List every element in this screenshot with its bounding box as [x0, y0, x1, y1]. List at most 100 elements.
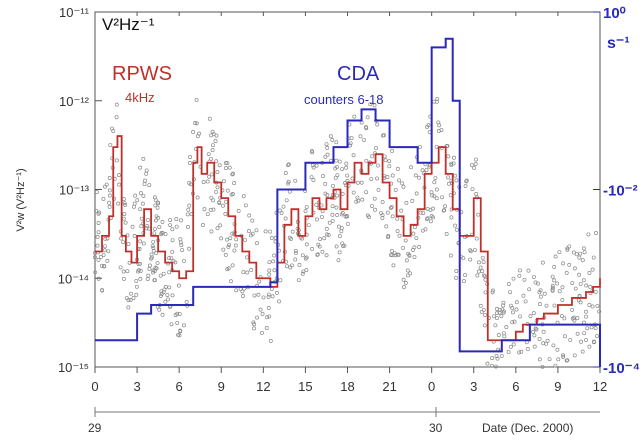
scatter-point: [577, 255, 582, 260]
scatter-point: [143, 178, 147, 183]
scatter-point: [474, 192, 479, 196]
scatter-point: [290, 229, 295, 234]
x-tick-label: 3: [133, 379, 140, 394]
scatter-point: [230, 263, 235, 268]
scatter-point: [593, 326, 598, 331]
scatter-point: [396, 252, 401, 257]
scatter-point: [131, 296, 136, 301]
scatter-point: [98, 254, 103, 259]
scatter-point: [162, 287, 167, 292]
scatter-point: [463, 273, 468, 278]
scatter-point: [552, 278, 557, 283]
scatter-point: [403, 238, 408, 243]
y-tick-label: 10⁻¹⁵: [58, 360, 89, 375]
scatter-point: [278, 278, 283, 283]
scatter-point: [330, 137, 335, 142]
scatter-point: [420, 228, 425, 233]
scatter-point: [374, 146, 378, 151]
scatter-point: [225, 161, 230, 165]
scatter-point: [139, 224, 144, 229]
scatter-point: [151, 239, 156, 244]
scatter-point: [96, 276, 101, 281]
scatter-point: [390, 253, 395, 258]
scatter-point: [521, 293, 526, 298]
right-y-tick-label: -10⁻²: [603, 183, 638, 200]
scatter-point: [570, 307, 575, 312]
scatter-point: [155, 205, 160, 210]
scatter-point: [414, 191, 419, 196]
scatter-point: [234, 288, 239, 293]
scatter-point: [134, 278, 139, 283]
scatter-point: [101, 196, 106, 201]
x-tick-label: 0: [91, 379, 98, 394]
scatter-point: [221, 203, 225, 208]
scatter-point: [334, 158, 339, 163]
scatter-point: [578, 281, 583, 286]
scatter-point: [532, 344, 537, 349]
scatter-point: [243, 203, 248, 208]
scatter-point: [528, 314, 533, 319]
scatter-point: [388, 253, 393, 257]
scatter-point: [586, 232, 591, 237]
scatter-point: [246, 229, 251, 234]
scatter-point: [510, 320, 515, 325]
scatter-point: [252, 322, 257, 327]
scatter-point: [345, 173, 350, 178]
scatter-point: [560, 297, 565, 302]
scatter-point: [266, 292, 271, 297]
scatter-point: [537, 302, 542, 307]
scatter-point: [231, 171, 236, 176]
scatter-point: [501, 310, 506, 315]
scatter-point: [121, 276, 126, 281]
scatter-point: [114, 158, 119, 163]
scatter-point: [95, 243, 100, 248]
scatter-point: [405, 268, 410, 273]
scatter-point: [323, 181, 328, 186]
scatter-point: [404, 258, 409, 263]
scatter-point: [360, 197, 365, 202]
scatter-point: [550, 274, 555, 279]
scatter-point: [409, 165, 413, 170]
scatter-point: [188, 182, 193, 187]
scatter-point: [337, 234, 342, 239]
scatter-point: [541, 341, 546, 346]
scatter-point: [297, 262, 302, 267]
scatter-point: [590, 267, 595, 272]
scatter-point: [553, 363, 558, 368]
scatter-point: [175, 311, 180, 316]
scatter-point: [562, 316, 567, 321]
rpws-sublabel: 4kHz: [125, 90, 155, 105]
scatter-point: [560, 285, 565, 290]
scatter-point: [152, 231, 157, 236]
scatter-point: [468, 257, 473, 262]
scatter-point: [185, 224, 190, 229]
scatter-point: [489, 363, 494, 368]
scatter-point: [388, 206, 393, 211]
scatter-point: [592, 340, 596, 345]
scatter-point: [107, 200, 112, 205]
scatter-point: [336, 224, 341, 229]
scatter-point: [336, 258, 341, 263]
scatter-point: [574, 252, 579, 257]
scatter-point: [226, 244, 231, 249]
scatter-point: [390, 173, 395, 178]
scatter-point: [335, 212, 340, 217]
scatter-point: [443, 204, 447, 209]
scatter-point: [286, 162, 291, 167]
scatter-point: [96, 257, 101, 262]
scatter-point: [255, 315, 260, 320]
scatter-point: [331, 183, 335, 188]
scatter-point: [121, 269, 126, 274]
scatter-point: [358, 134, 363, 139]
scatter-point: [412, 245, 417, 250]
scatter-point: [300, 253, 305, 258]
scatter-point: [206, 152, 211, 157]
scatter-point: [446, 154, 451, 159]
scatter-point: [476, 212, 481, 217]
scatter-point: [551, 285, 555, 290]
scatter-point: [444, 232, 449, 236]
scatter-point: [121, 240, 126, 245]
scatter-point: [194, 121, 199, 126]
scatter-point: [135, 198, 140, 203]
x-tick-label: 21: [382, 379, 396, 394]
